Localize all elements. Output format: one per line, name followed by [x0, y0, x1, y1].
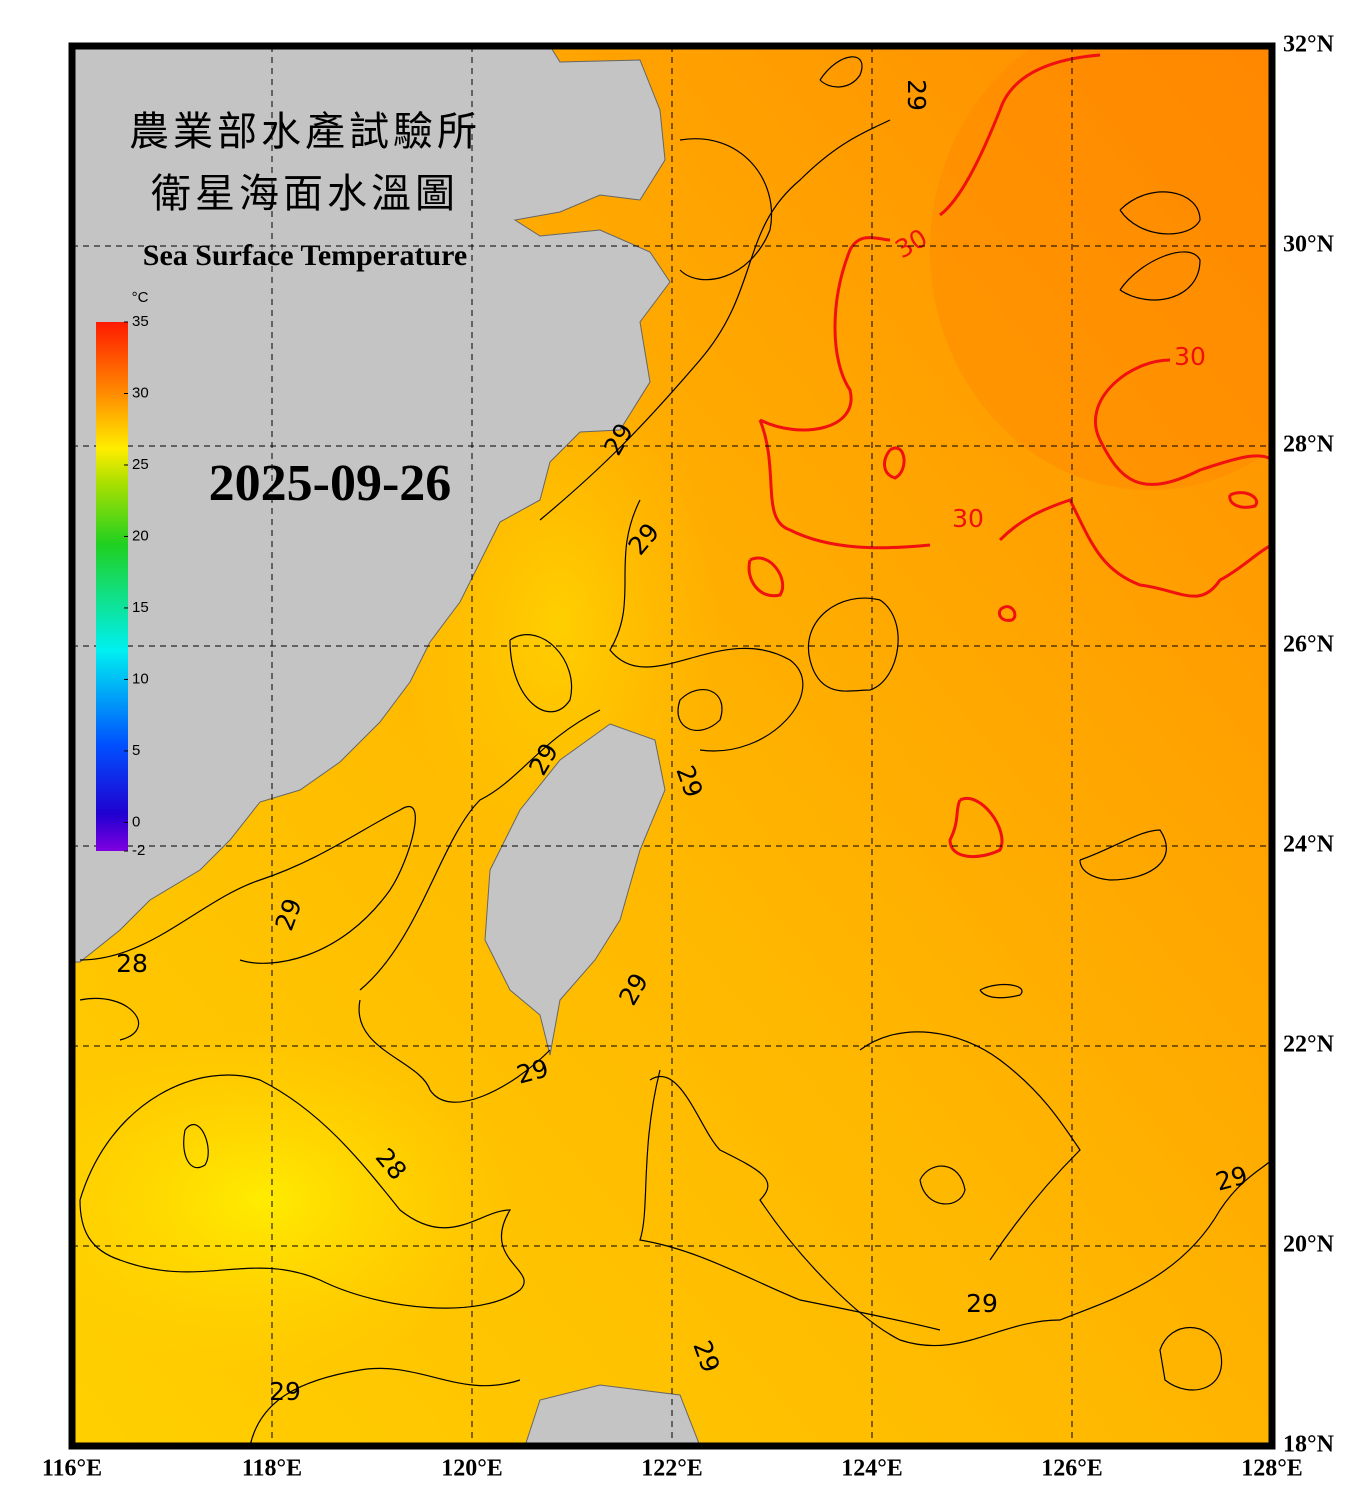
colorbar-tick-label: 0 — [132, 813, 140, 830]
cool-water — [72, 1030, 520, 1370]
title-zh-1: 農業部水產試驗所 — [129, 109, 481, 155]
contour-label: 30 — [952, 504, 984, 533]
contour-label: 29 — [966, 1289, 998, 1318]
x-tick-label: 124°E — [841, 1456, 903, 1482]
contour-label: 29 — [269, 1377, 301, 1406]
colorbar-tick-label: 25 — [132, 456, 149, 473]
colorbar-unit: °C — [132, 289, 149, 306]
map-frame — [68, 42, 1276, 1450]
x-tick-label: 120°E — [441, 1456, 503, 1482]
y-tick-label: 30°N — [1283, 232, 1335, 258]
x-tick-label: 122°E — [641, 1456, 703, 1482]
x-tick-label: 126°E — [1041, 1456, 1103, 1482]
colorbar-tick-label: 5 — [132, 742, 140, 759]
china-coast — [72, 46, 671, 963]
colorbar-tick-label: 30 — [132, 384, 149, 401]
colorbar-tick-label: 20 — [132, 527, 149, 544]
colorbar-tick-label: -2 — [132, 842, 145, 859]
y-tick-label: 28°N — [1283, 432, 1335, 458]
y-tick-label: 22°N — [1283, 1032, 1335, 1058]
warm-water — [930, 46, 1272, 490]
y-tick-label: 18°N — [1283, 1432, 1335, 1458]
colorbar-tick-label: 15 — [132, 599, 149, 616]
contour-label: 28 — [116, 949, 148, 978]
y-tick-label: 32°N — [1283, 32, 1335, 58]
taiwan — [484, 723, 666, 1056]
y-tick-label: 26°N — [1283, 632, 1335, 658]
luzon — [524, 1384, 701, 1446]
x-tick-label: 116°E — [42, 1456, 102, 1482]
colorbar-tick-label: 35 — [132, 313, 149, 330]
contour-label: 30 — [1174, 342, 1206, 371]
y-tick-label: 20°N — [1283, 1232, 1335, 1258]
graticule — [72, 46, 1272, 1446]
title-en: Sea Surface Temperature — [143, 239, 467, 272]
date: 2025-09-26 — [209, 455, 452, 512]
x-tick-label: 128°E — [1241, 1456, 1303, 1482]
y-tick-label: 24°N — [1283, 832, 1335, 858]
x-tick-label: 118°E — [242, 1456, 302, 1482]
colorbar — [96, 322, 128, 851]
title-zh-2: 衛星海面水溫圖 — [151, 171, 459, 217]
contours — [79, 53, 1272, 1446]
contour-label: 29 — [902, 79, 931, 111]
colorbar-tick-label: 10 — [132, 670, 149, 687]
